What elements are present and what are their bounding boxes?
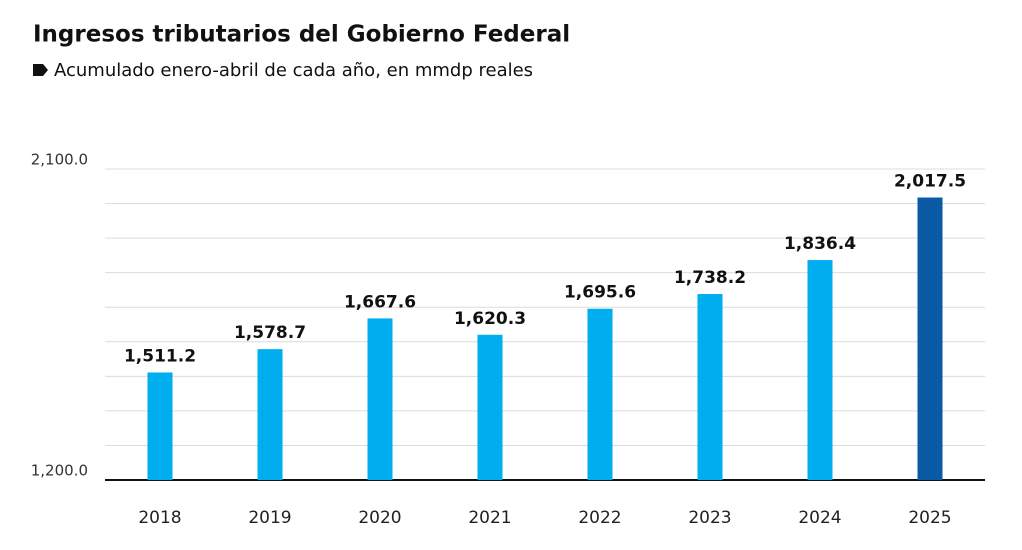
bar (917, 197, 943, 480)
x-tick-label: 2025 (908, 508, 951, 528)
x-tick-label: 2024 (798, 508, 841, 528)
chart-title: Ingresos tributarios del Gobierno Federa… (33, 22, 570, 48)
subtitle-marker (33, 64, 48, 76)
bar (807, 260, 833, 480)
bar (477, 334, 503, 480)
value-label: 1,667.6 (344, 292, 416, 312)
y-tick-label: 2,100.0 (31, 151, 88, 169)
x-tick-label: 2021 (468, 508, 511, 528)
value-label: 1,578.7 (234, 323, 306, 343)
value-label: 1,836.4 (784, 234, 856, 254)
x-tick-label: 2020 (358, 508, 401, 528)
x-tick-label: 2019 (248, 508, 291, 528)
value-label: 1,695.6 (564, 283, 636, 303)
bar (697, 294, 723, 480)
value-label: 1,620.3 (454, 309, 526, 329)
x-tick-label: 2018 (138, 508, 181, 528)
value-label: 2,017.5 (894, 172, 966, 192)
bar (587, 308, 613, 480)
x-tick-label: 2022 (578, 508, 621, 528)
chart-subtitle: Acumulado enero-abril de cada año, en mm… (54, 60, 533, 81)
value-label: 1,511.2 (124, 346, 196, 366)
bar (367, 318, 393, 480)
y-tick-label: 1,200.0 (31, 462, 88, 480)
x-tick-label: 2023 (688, 508, 731, 528)
bar (147, 372, 173, 480)
bar (257, 349, 283, 480)
value-label: 1,738.2 (674, 268, 746, 288)
